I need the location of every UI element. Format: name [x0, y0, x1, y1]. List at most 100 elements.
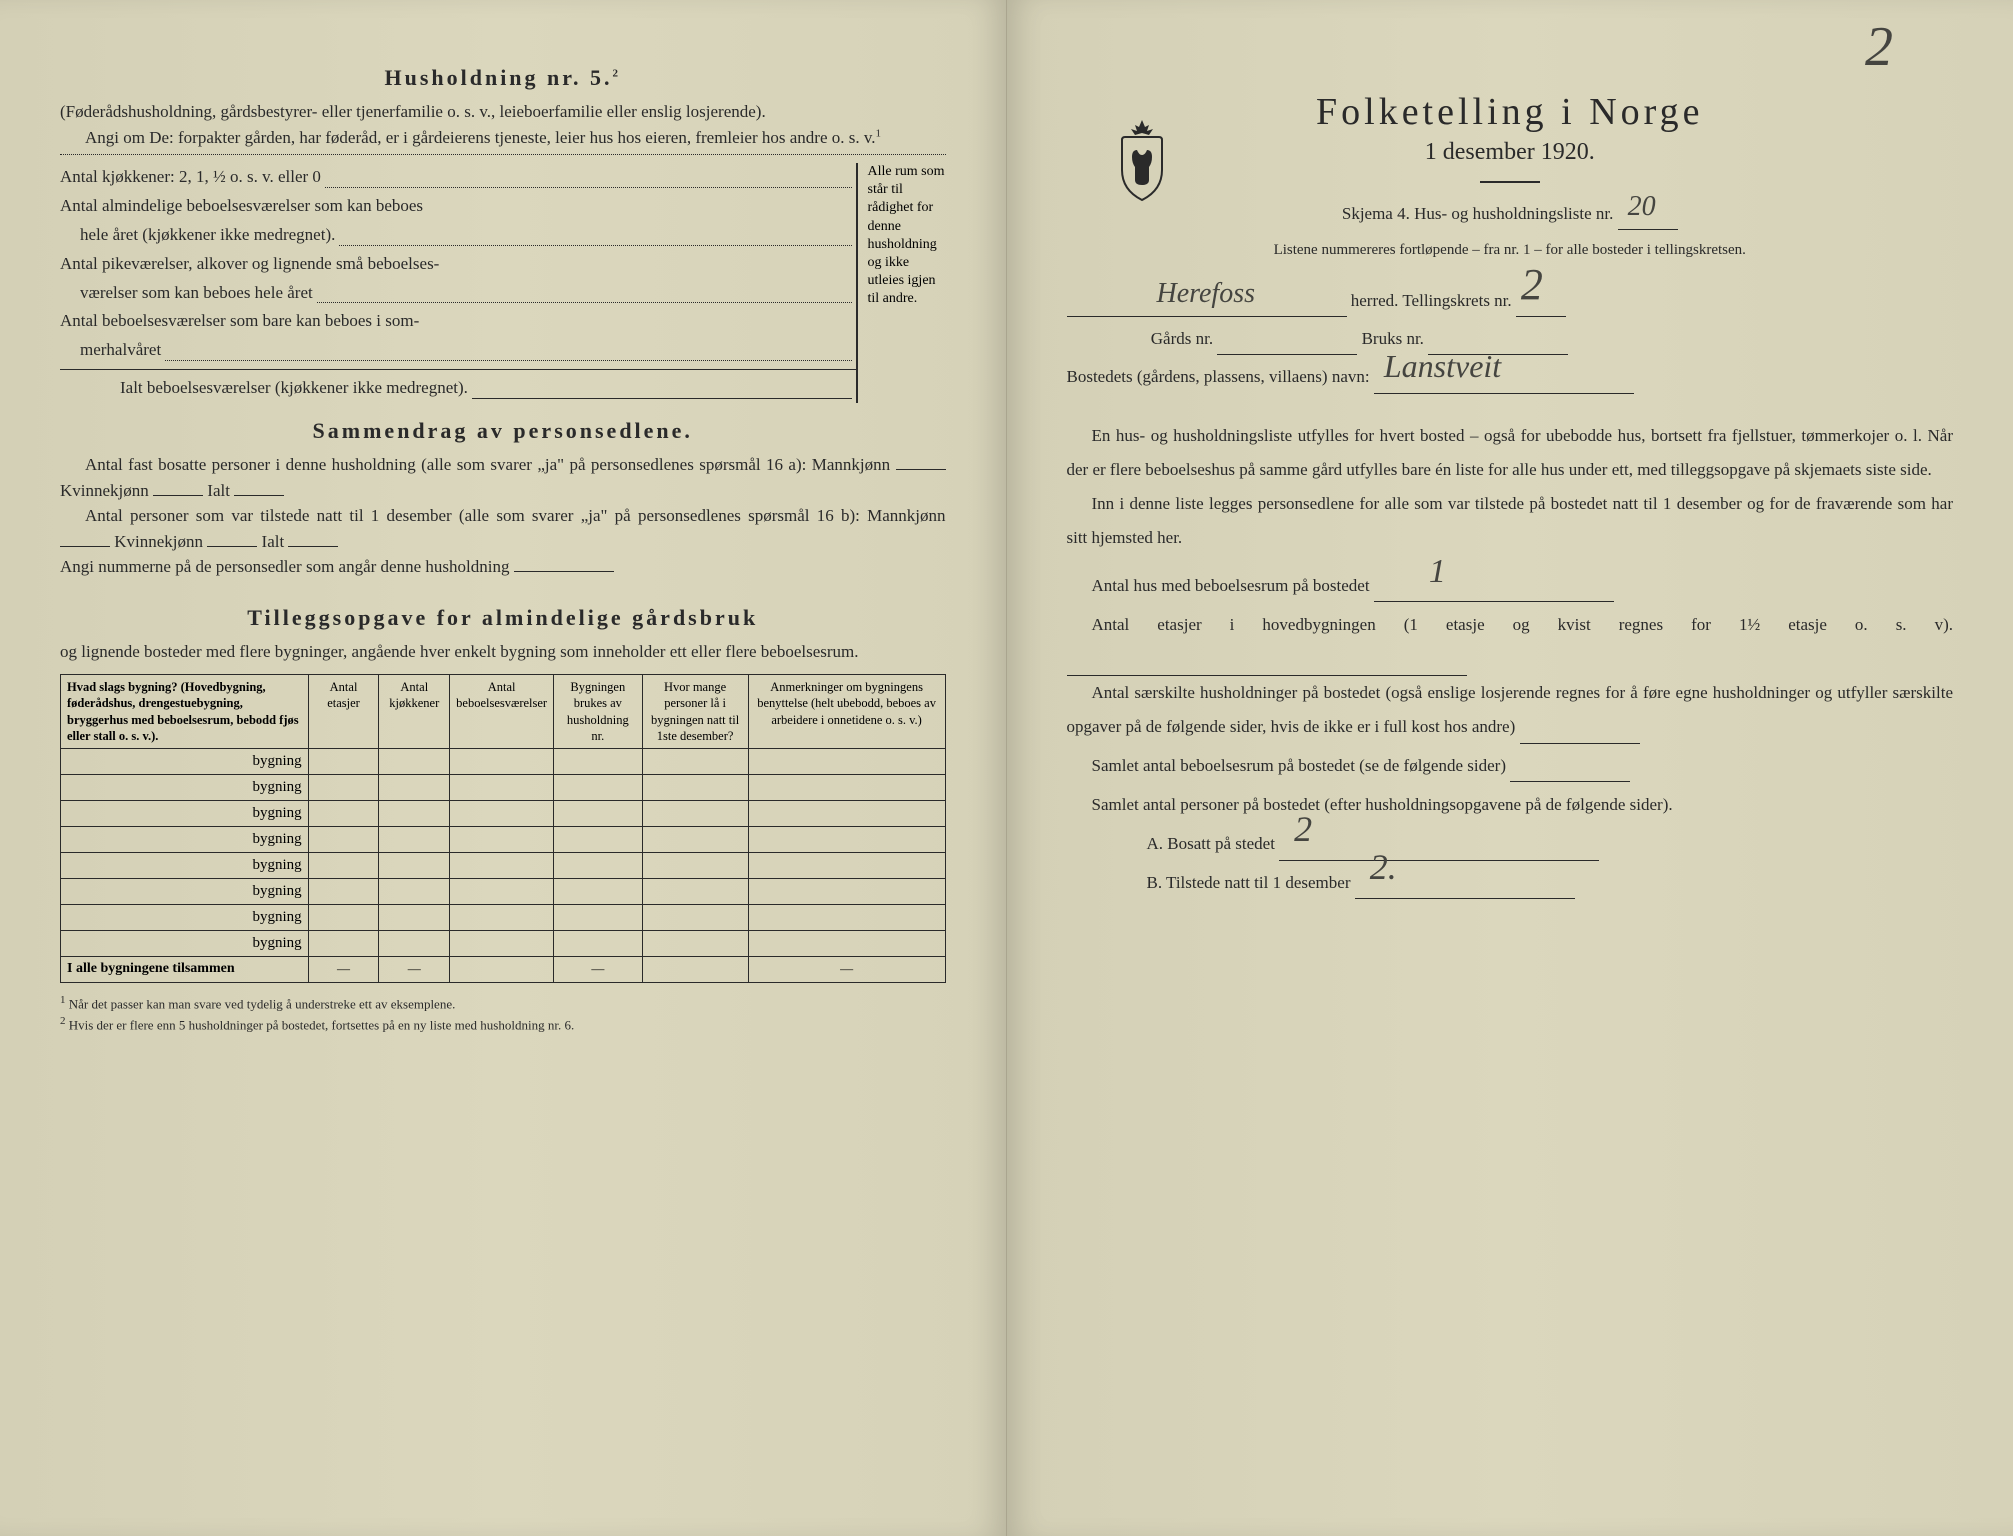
sammendrag-2b: Kvinnekjønn	[114, 532, 203, 551]
table-row: bygning	[61, 749, 946, 775]
tilstede-label: B. Tilstede natt til 1 desember	[1147, 873, 1351, 892]
bosted-label: Bostedets (gårdens, plassens, villaens) …	[1067, 367, 1370, 386]
top-handwriting: 2	[1865, 15, 1893, 79]
alm-row-1: Antal almindelige beboelsesværelser som …	[60, 192, 856, 221]
sammendrag-1b: Kvinnekjønn	[60, 481, 149, 500]
title-divider	[1480, 181, 1540, 183]
antal-etasjer-fill	[1067, 654, 1467, 676]
total-label: I alle bygningene tilsammen	[61, 957, 309, 983]
bygning-cell: bygning	[61, 801, 309, 827]
angi-text: Angi nummerne på de personsedler som ang…	[60, 557, 509, 576]
bygning-cell: bygning	[61, 827, 309, 853]
alm-row-2: hele året (kjøkkener ikke medregnet).	[60, 221, 856, 250]
brace-text: Alle rum som står til rådighet for denne…	[856, 163, 946, 403]
main-title: Folketelling i Norge	[1067, 90, 1954, 134]
intro-fill	[60, 154, 946, 155]
table-row: bygning	[61, 827, 946, 853]
sommer-row-1: Antal beboelsesværelser som bare kan beb…	[60, 307, 856, 336]
right-page: 2 Folketelling i Norge 1 desember 1920. …	[1007, 0, 2013, 1536]
husholdning-title-text: Husholdning nr. 5.	[384, 65, 612, 90]
gards-bruks-line: Gårds nr. Bruks nr.	[1067, 323, 1954, 355]
sammendrag-1c: Ialt	[207, 481, 230, 500]
kjokken-label: Antal kjøkkener: 2, 1, ½ o. s. v. eller …	[60, 163, 321, 192]
bosted-line: Bostedets (gårdens, plassens, villaens) …	[1067, 361, 1954, 393]
sommer-label-1: Antal beboelsesværelser som bare kan beb…	[60, 307, 419, 336]
bygning-cell: bygning	[61, 905, 309, 931]
kjokken-row: Antal kjøkkener: 2, 1, ½ o. s. v. eller …	[60, 163, 856, 192]
bygning-cell: bygning	[61, 853, 309, 879]
antal-etasjer-label: Antal etasjer i hovedbygningen (1 etasje…	[1092, 615, 1954, 634]
document-spread: Husholdning nr. 5.2 (Føderådshusholdning…	[0, 0, 2013, 1536]
th-7: Anmerkninger om bygningens benyttelse (h…	[748, 675, 945, 749]
bosatt-label: A. Bosatt på stedet	[1147, 834, 1275, 853]
table-body: bygning bygning bygning bygning bygning …	[61, 749, 946, 983]
table-header-row: Hvad slags bygning? (Hovedbygning, føder…	[61, 675, 946, 749]
sub-title: 1 desember 1920.	[1067, 139, 1954, 166]
th-4: Antal beboelsesværelser	[450, 675, 554, 749]
skjema-line: Skjema 4. Hus- og husholdningsliste nr. …	[1067, 198, 1954, 230]
sammendrag-2: Antal personer som var tilstede natt til…	[60, 503, 946, 554]
intro-2: Angi om De: forpakter gården, har føderå…	[60, 125, 946, 156]
ialt-label: Ialt beboelsesværelser (kjøkkener ikke m…	[120, 374, 468, 403]
intro-2-sup: 1	[876, 127, 882, 139]
sommer-fill	[165, 336, 851, 361]
mann-fill-1	[896, 469, 946, 470]
kjokken-fill	[325, 163, 852, 188]
footnote-1: 1 Når det passer kan man svare ved tydel…	[60, 993, 946, 1014]
fn-text-2: Hvis der er flere enn 5 husholdninger på…	[69, 1017, 574, 1032]
table-row: bygning	[61, 905, 946, 931]
tillegg-title: Tilleggsopgave for almindelige gårdsbruk	[60, 605, 946, 631]
tillegg-sub: og lignende bosteder med flere bygninger…	[60, 639, 946, 665]
samlet-beboelse-label: Samlet antal beboelsesrum på bostedet (s…	[1092, 756, 1506, 775]
bosatt-value: 2	[1294, 795, 1312, 863]
left-page: Husholdning nr. 5.2 (Føderådshusholdning…	[0, 0, 1007, 1536]
pike-label-1: Antal pikeværelser, alkover og lignende …	[60, 250, 439, 279]
bosatt-line: A. Bosatt på stedet 2	[1067, 828, 1954, 860]
mann-fill-2	[60, 546, 110, 547]
samlet-beboelse-line: Samlet antal beboelsesrum på bostedet (s…	[1067, 750, 1954, 782]
crest-icon	[1107, 115, 1177, 205]
pike-row-2: værelser som kan beboes hele året	[60, 279, 856, 308]
sommer-row-2: merhalvåret	[60, 336, 856, 365]
ialt-fill-1	[234, 495, 284, 496]
table-row: bygning	[61, 931, 946, 957]
antal-saer-line: Antal særskilte husholdninger på bostede…	[1067, 676, 1954, 744]
fn-text-1: Når det passer kan man svare ved tydelig…	[69, 996, 456, 1011]
pike-label-2: værelser som kan beboes hele året	[80, 279, 313, 308]
angi-line: Angi nummerne på de personsedler som ang…	[60, 554, 946, 580]
bygning-cell: bygning	[61, 879, 309, 905]
ialt-fill-2	[288, 546, 338, 547]
intro-1: (Føderådshusholdning, gårdsbestyrer- ell…	[60, 99, 946, 125]
antal-hus-line: Antal hus med beboelsesrum på bostedet 1	[1067, 570, 1954, 602]
antal-hus-label: Antal hus med beboelsesrum på bostedet	[1092, 576, 1370, 595]
footnotes: 1 Når det passer kan man svare ved tydel…	[60, 993, 946, 1034]
angi-fill	[514, 571, 614, 572]
fn-num-2: 2	[60, 1015, 66, 1027]
th-2: Antal etasjer	[308, 675, 379, 749]
sammendrag-1a: Antal fast bosatte personer i denne hush…	[85, 455, 890, 474]
intro-2-text: Angi om De: forpakter gården, har føderå…	[85, 128, 876, 147]
bygning-cell: bygning	[61, 749, 309, 775]
herred-value: Herefoss	[1157, 267, 1256, 320]
alm-label-2: hele året (kjøkkener ikke medregnet).	[80, 221, 335, 250]
footnote-2: 2 Hvis der er flere enn 5 husholdninger …	[60, 1014, 946, 1035]
samlet-beboelse-fill	[1510, 760, 1630, 782]
antal-etasjer-line: Antal etasjer i hovedbygningen (1 etasje…	[1067, 608, 1954, 676]
bygning-cell: bygning	[61, 775, 309, 801]
herred-line: Herefoss herred. Tellingskrets nr. 2	[1067, 285, 1954, 317]
skjema-value: 20	[1628, 180, 1656, 233]
antal-hus-value: 1	[1404, 540, 1446, 605]
ialt-row: Ialt beboelsesværelser (kjøkkener ikke m…	[60, 369, 856, 403]
tilstede-line: B. Tilstede natt til 1 desember 2.	[1067, 867, 1954, 899]
sommer-label-2: merhalvåret	[80, 336, 161, 365]
krets-value: 2	[1521, 243, 1543, 327]
gards-fill	[1217, 333, 1357, 355]
para-1: En hus- og husholdningsliste utfylles fo…	[1067, 419, 1954, 487]
sammendrag-2c: Ialt	[262, 532, 285, 551]
para-2: Inn i denne liste legges personsedlene f…	[1067, 487, 1954, 555]
ialt-fill	[472, 374, 852, 399]
table-total-row: I alle bygningene tilsammen ————	[61, 957, 946, 983]
table-row: bygning	[61, 801, 946, 827]
husholdning-sup: 2	[613, 68, 622, 80]
husholdning-title: Husholdning nr. 5.2	[60, 65, 946, 91]
